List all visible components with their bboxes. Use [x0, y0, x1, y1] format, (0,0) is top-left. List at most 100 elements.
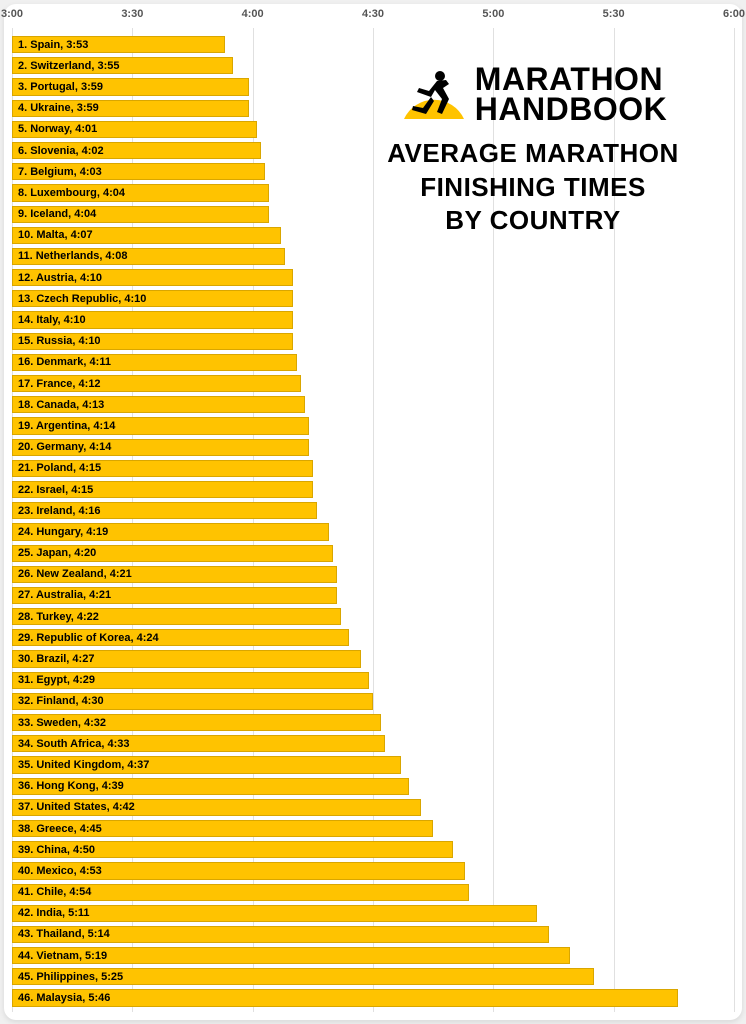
- bar-label: 46. Malaysia, 5:46: [18, 992, 110, 1004]
- bar-label: 31. Egypt, 4:29: [18, 674, 95, 686]
- bar-label: 14. Italy, 4:10: [18, 314, 86, 326]
- bar-label: 27. Australia, 4:21: [18, 589, 111, 601]
- x-tick-label: 4:30: [362, 8, 384, 20]
- bar-label: 5. Norway, 4:01: [18, 123, 97, 135]
- bar-label: 23. Ireland, 4:16: [18, 505, 101, 517]
- bar-row: 45. Philippines, 5:25: [12, 966, 734, 987]
- bar-row: 14. Italy, 4:10: [12, 309, 734, 330]
- logo-title-block: MARATHON HANDBOOK AVERAGE MARATHON FINIS…: [358, 64, 708, 238]
- x-tick-label: 6:00: [723, 8, 745, 20]
- bar-row: 27. Australia, 4:21: [12, 585, 734, 606]
- bar-label: 28. Turkey, 4:22: [18, 611, 99, 623]
- bar-row: 21. Poland, 4:15: [12, 458, 734, 479]
- bar-row: 36. Hong Kong, 4:39: [12, 776, 734, 797]
- bar-row: 31. Egypt, 4:29: [12, 670, 734, 691]
- bar-label: 44. Vietnam, 5:19: [18, 950, 107, 962]
- bar-label: 10. Malta, 4:07: [18, 229, 93, 241]
- title-line1: AVERAGE MARATHON: [358, 137, 708, 171]
- bar-row: 37. United States, 4:42: [12, 797, 734, 818]
- bar-label: 21. Poland, 4:15: [18, 462, 101, 474]
- logo-row: MARATHON HANDBOOK: [358, 64, 708, 125]
- bar-label: 26. New Zealand, 4:21: [18, 568, 132, 580]
- bar-label: 38. Greece, 4:45: [18, 823, 102, 835]
- x-tick-label: 3:30: [121, 8, 143, 20]
- logo-text: MARATHON HANDBOOK: [475, 64, 667, 125]
- bar-label: 1. Spain, 3:53: [18, 39, 88, 51]
- runner-icon: [399, 64, 469, 124]
- bar-row: 33. Sweden, 4:32: [12, 712, 734, 733]
- bar-label: 7. Belgium, 4:03: [18, 166, 102, 178]
- bar-label: 13. Czech Republic, 4:10: [18, 293, 146, 305]
- bar-label: 42. India, 5:11: [18, 907, 90, 919]
- bar-label: 6. Slovenia, 4:02: [18, 145, 104, 157]
- bar-row: 11. Netherlands, 4:08: [12, 246, 734, 267]
- x-tick-label: 4:00: [242, 8, 264, 20]
- bar-label: 19. Argentina, 4:14: [18, 420, 115, 432]
- gridline: [734, 28, 735, 1012]
- bar-row: 46. Malaysia, 5:46: [12, 987, 734, 1008]
- bar-row: 17. France, 4:12: [12, 373, 734, 394]
- bar-row: 22. Israel, 4:15: [12, 479, 734, 500]
- bar-label: 30. Brazil, 4:27: [18, 653, 94, 665]
- bar-row: 13. Czech Republic, 4:10: [12, 288, 734, 309]
- bar-row: 15. Russia, 4:10: [12, 331, 734, 352]
- bar-label: 18. Canada, 4:13: [18, 399, 104, 411]
- logo-line1: MARATHON: [475, 64, 667, 94]
- bar-label: 2. Switzerland, 3:55: [18, 60, 119, 72]
- bar-label: 43. Thailand, 5:14: [18, 928, 110, 940]
- bar-row: 40. Mexico, 4:53: [12, 860, 734, 881]
- bar-row: 35. United Kingdom, 4:37: [12, 754, 734, 775]
- bar-row: 34. South Africa, 4:33: [12, 733, 734, 754]
- bar-row: 42. India, 5:11: [12, 903, 734, 924]
- bar-label: 8. Luxembourg, 4:04: [18, 187, 125, 199]
- x-tick-label: 5:00: [482, 8, 504, 20]
- bar-label: 32. Finland, 4:30: [18, 695, 104, 707]
- bar-row: 19. Argentina, 4:14: [12, 415, 734, 436]
- bar-label: 4. Ukraine, 3:59: [18, 102, 99, 114]
- bar-row: 44. Vietnam, 5:19: [12, 945, 734, 966]
- bar-row: 28. Turkey, 4:22: [12, 606, 734, 627]
- bar-row: 23. Ireland, 4:16: [12, 500, 734, 521]
- bar-label: 12. Austria, 4:10: [18, 272, 102, 284]
- bar-row: 43. Thailand, 5:14: [12, 924, 734, 945]
- bar-label: 3. Portugal, 3:59: [18, 81, 103, 93]
- title-line2: FINISHING TIMES: [358, 171, 708, 205]
- logo-line2: HANDBOOK: [475, 94, 667, 124]
- bar-row: 18. Canada, 4:13: [12, 394, 734, 415]
- bar-row: 1. Spain, 3:53: [12, 34, 734, 55]
- x-axis: 3:003:304:004:305:005:306:00: [12, 4, 734, 28]
- bar-row: 41. Chile, 4:54: [12, 882, 734, 903]
- bar-row: 29. Republic of Korea, 4:24: [12, 627, 734, 648]
- bar-label: 37. United States, 4:42: [18, 801, 135, 813]
- bar-label: 11. Netherlands, 4:08: [18, 250, 127, 262]
- bar-row: 16. Denmark, 4:11: [12, 352, 734, 373]
- bar-label: 36. Hong Kong, 4:39: [18, 780, 124, 792]
- bar-label: 34. South Africa, 4:33: [18, 738, 129, 750]
- x-tick-label: 3:00: [1, 8, 23, 20]
- bar-label: 39. China, 4:50: [18, 844, 95, 856]
- bar-label: 33. Sweden, 4:32: [18, 717, 106, 729]
- x-tick-label: 5:30: [603, 8, 625, 20]
- bar-label: 17. France, 4:12: [18, 378, 101, 390]
- chart-title: AVERAGE MARATHON FINISHING TIMES BY COUN…: [358, 137, 708, 238]
- bar-label: 9. Iceland, 4:04: [18, 208, 96, 220]
- bar-row: 20. Germany, 4:14: [12, 437, 734, 458]
- chart-card: 3:00 3:30 4:00 4:30 5:00 5:30 6:00 1. Spain, 3…: [4, 4, 742, 1020]
- bar-label: 16. Denmark, 4:11: [18, 356, 111, 368]
- title-line3: BY COUNTRY: [358, 204, 708, 238]
- bar-row: 30. Brazil, 4:27: [12, 648, 734, 669]
- bar: [12, 905, 537, 922]
- bar-row: 39. China, 4:50: [12, 839, 734, 860]
- bar-label: 20. Germany, 4:14: [18, 441, 111, 453]
- bar-row: 12. Austria, 4:10: [12, 267, 734, 288]
- bar-label: 22. Israel, 4:15: [18, 484, 93, 496]
- bar-label: 35. United Kingdom, 4:37: [18, 759, 149, 771]
- bar: [12, 989, 678, 1006]
- bar-row: 38. Greece, 4:45: [12, 818, 734, 839]
- bar-label: 41. Chile, 4:54: [18, 886, 91, 898]
- bar-row: 24. Hungary, 4:19: [12, 521, 734, 542]
- bar-label: 40. Mexico, 4:53: [18, 865, 102, 877]
- bar-label: 24. Hungary, 4:19: [18, 526, 108, 538]
- bar-label: 29. Republic of Korea, 4:24: [18, 632, 159, 644]
- bar-row: 25. Japan, 4:20: [12, 543, 734, 564]
